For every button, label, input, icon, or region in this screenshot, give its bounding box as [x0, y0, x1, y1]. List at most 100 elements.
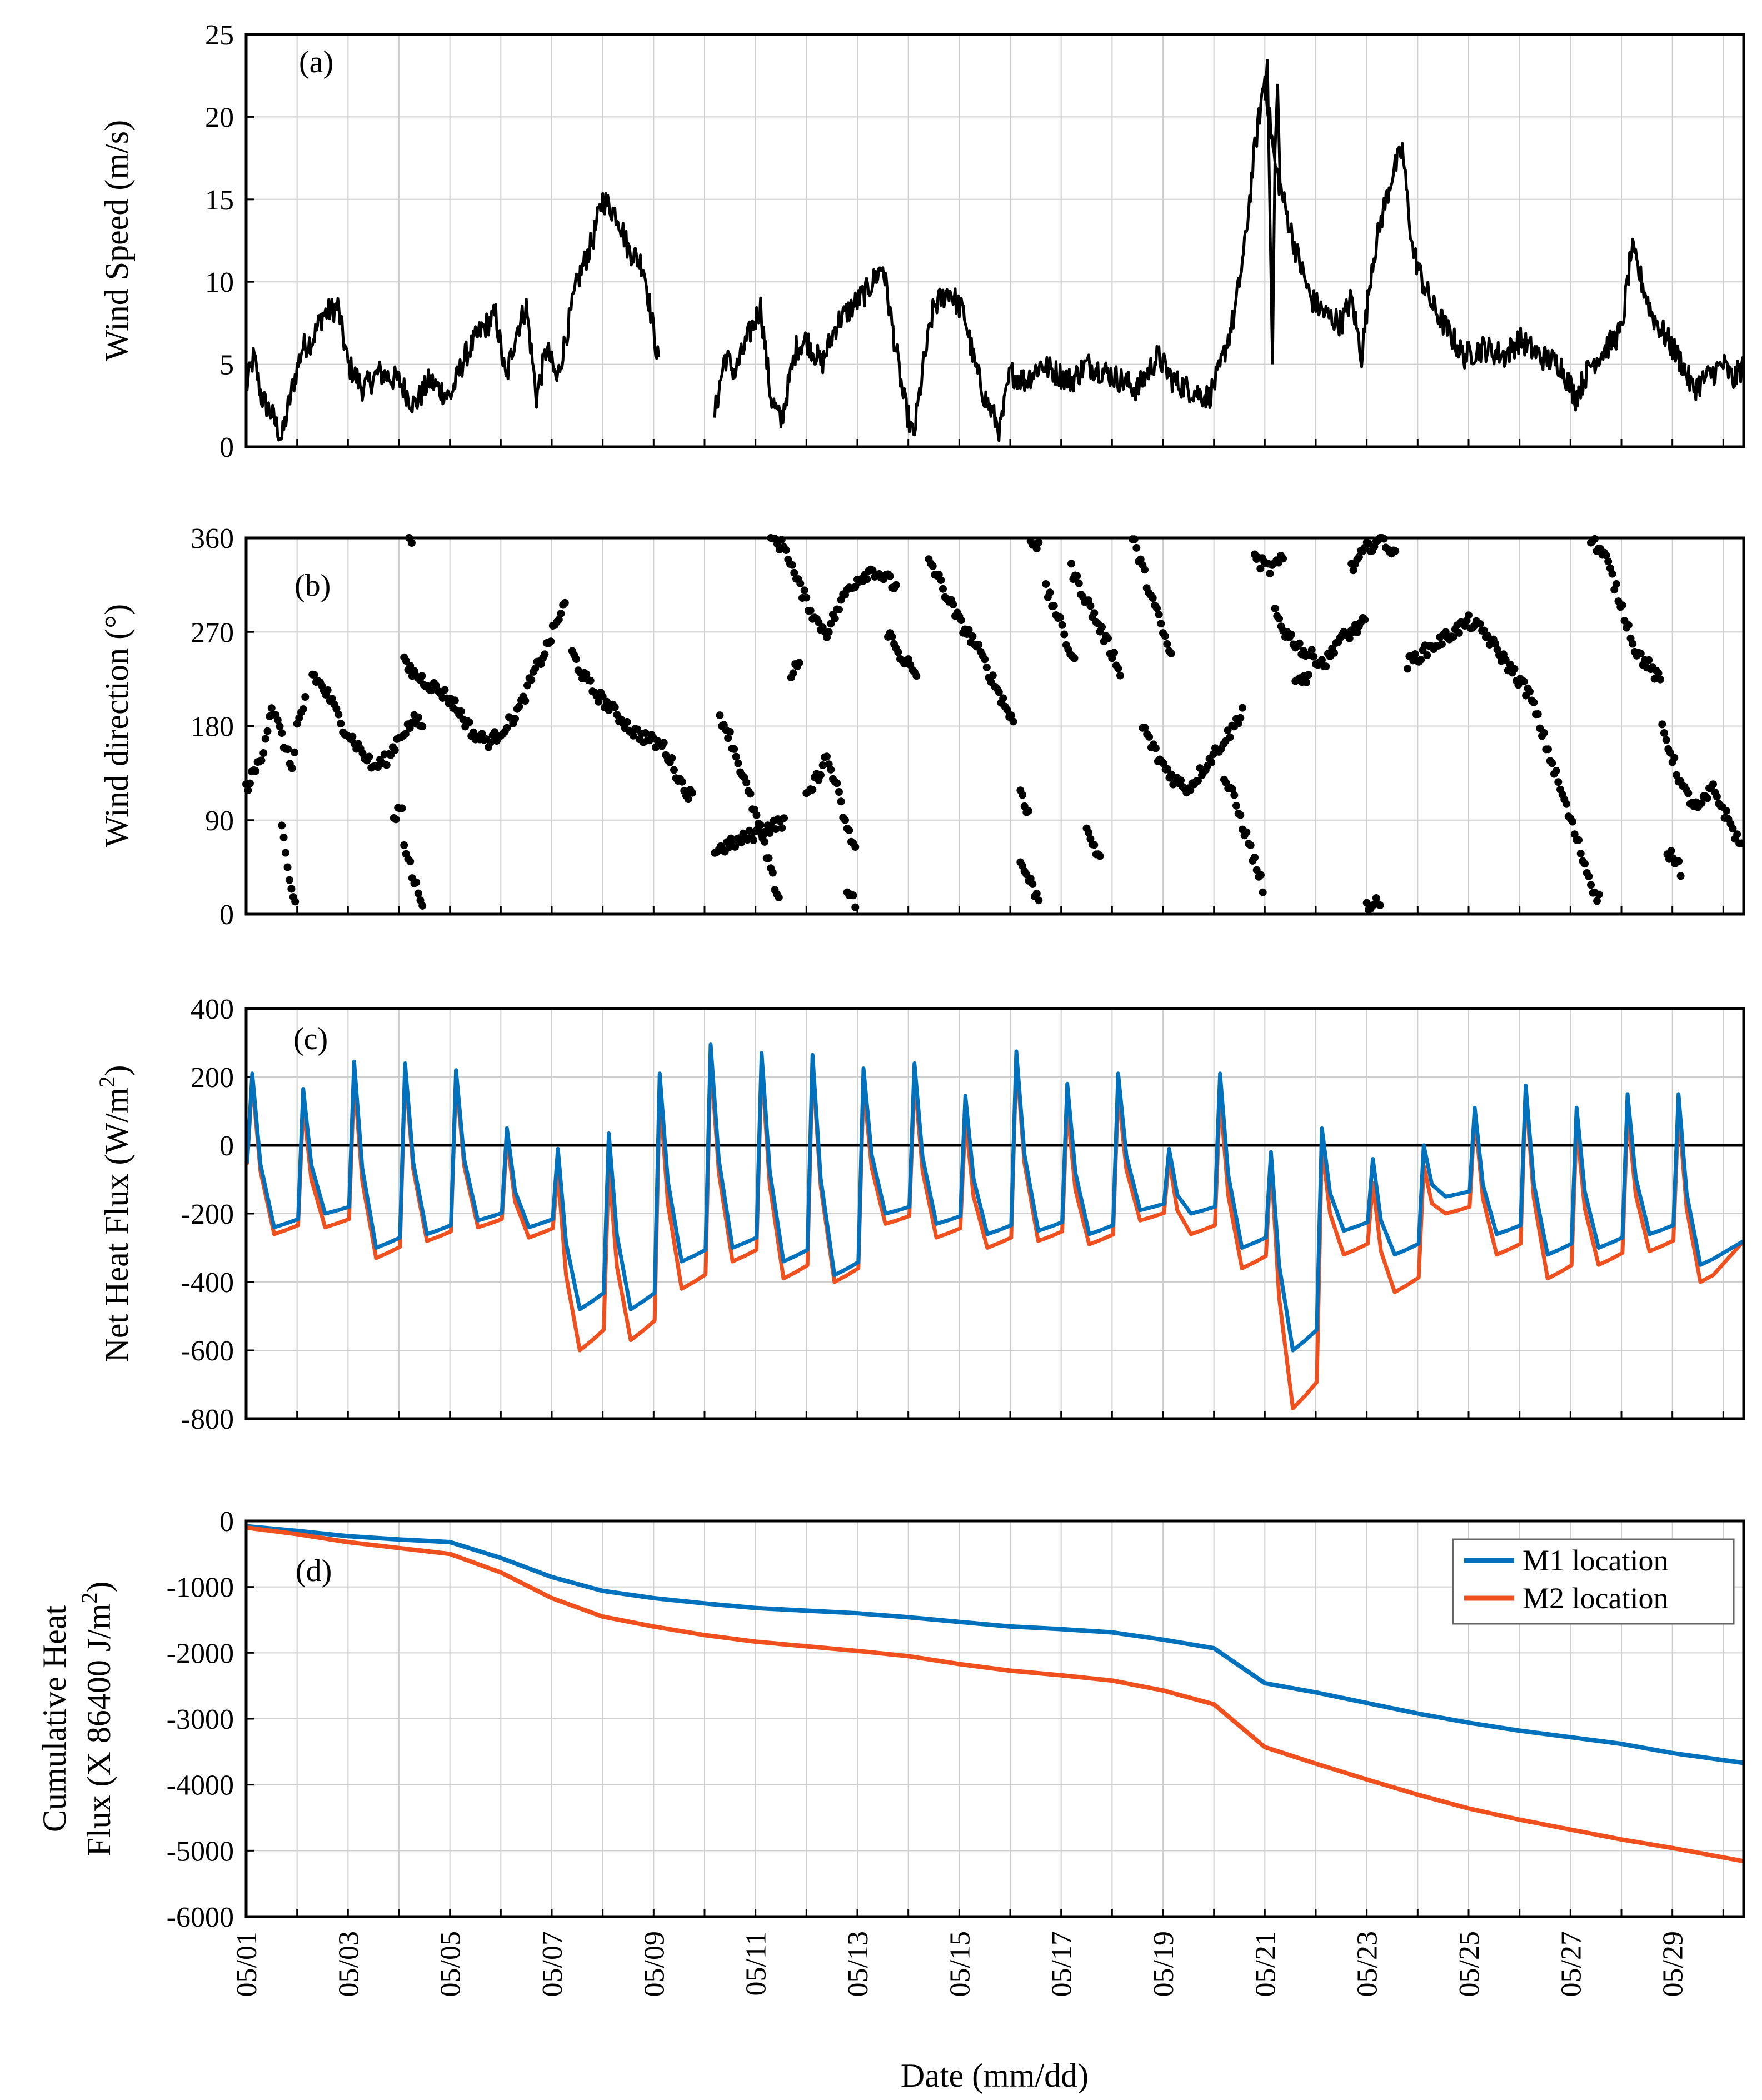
wind-direction-point [1086, 602, 1095, 610]
wind-direction-point [1548, 759, 1556, 767]
x-tick-label: 05/03 [333, 1931, 365, 1997]
y-tick-label: -600 [181, 1335, 234, 1367]
wind-direction-point [465, 718, 473, 726]
wind-direction-point [1476, 620, 1484, 628]
x-tick-label: 05/19 [1148, 1931, 1180, 1997]
wind-direction-point [1058, 621, 1066, 629]
wind-direction-point [1361, 616, 1369, 624]
series-c [245, 1042, 1745, 1411]
wind-direction-point [1060, 630, 1069, 639]
wind-direction-point [1019, 791, 1026, 799]
y-tick-label: 20 [205, 102, 234, 133]
plot-area-a [246, 34, 1744, 447]
wind-direction-point [833, 779, 841, 787]
wind-direction-point [1581, 860, 1589, 868]
y-tick-label: -400 [181, 1267, 234, 1299]
wind-direction-point [1160, 759, 1168, 767]
wind-direction-point [1207, 758, 1216, 766]
wind-direction-point [965, 626, 973, 634]
y-tick-label: -6000 [167, 1902, 234, 1933]
wind-direction-point [1703, 794, 1711, 802]
wind-direction-point [796, 580, 805, 588]
wind-direction-point [323, 686, 332, 694]
wind-direction-point [282, 849, 289, 857]
wind-direction-point [668, 754, 676, 762]
y-tick-label: 180 [191, 711, 234, 743]
wind-direction-point [835, 788, 843, 796]
wind-direction-point [1067, 560, 1075, 568]
y-tick-label: -3000 [167, 1704, 234, 1735]
wind-direction-point [1660, 729, 1668, 737]
wind-direction-point [400, 841, 408, 849]
wind-direction-point [557, 610, 565, 618]
wind-direction-point [1576, 850, 1585, 858]
wind-direction-point [555, 616, 563, 624]
x-tick-label: 05/09 [638, 1931, 670, 1997]
wind-direction-point [1729, 825, 1737, 833]
wind-direction-point [1618, 601, 1626, 610]
x-tick-label: 05/11 [741, 1931, 772, 1996]
y-tick-label: 400 [191, 994, 234, 1025]
wind-direction-point [1035, 538, 1043, 546]
wind-direction-point [939, 585, 947, 593]
wind-direction-point [888, 632, 896, 641]
y-tick-label: 15 [205, 184, 234, 216]
wind-direction-point [1322, 662, 1330, 671]
wind-direction-point [1104, 634, 1112, 642]
wind-direction-point [761, 837, 769, 846]
wind-direction-point [1355, 553, 1363, 561]
wind-direction-point [1676, 872, 1685, 880]
y-axis-label-c: Net Heat Flux (W/m2) [94, 1065, 135, 1363]
wind-direction-point [1239, 704, 1246, 712]
wind-direction-point [1029, 880, 1037, 888]
wind-direction-point [1510, 665, 1519, 673]
wind-direction-point [904, 655, 912, 664]
wind-direction-point [1228, 785, 1236, 793]
wind-direction-point [766, 829, 774, 837]
wind-direction-point [1242, 828, 1251, 836]
y-tick-label: 200 [191, 1062, 234, 1094]
y-tick-label: 360 [191, 523, 234, 555]
wind-direction-point [401, 730, 410, 738]
wind-direction-point [414, 889, 422, 897]
wind-direction-point [1650, 675, 1659, 683]
frame-d [244, 1519, 1745, 1918]
wind-direction-point [503, 724, 511, 732]
wind-direction-point [276, 722, 284, 730]
y-axis-label-d-tail: ) [81, 1581, 117, 1592]
wind-direction-point [726, 727, 734, 736]
wind-direction-point [1552, 767, 1560, 775]
wind-direction-point [365, 752, 373, 761]
wind-direction-point [1526, 687, 1534, 696]
wind-direction-point [660, 739, 668, 747]
wind-direction-point [1167, 649, 1175, 657]
wind-direction-point [291, 748, 299, 756]
wind-direction-point [949, 600, 957, 608]
wind-direction-point [841, 816, 849, 824]
wind-direction-point [863, 575, 871, 583]
wind-direction-point [837, 797, 845, 806]
y-axis-label-d-sup: 2 [77, 1592, 102, 1603]
wind-direction-point [1675, 857, 1683, 865]
wind-direction-point [491, 728, 499, 736]
wind-direction-point [892, 581, 900, 589]
wind-direction-point [730, 745, 738, 753]
y-axis-label-d-main: Flux (X 86400 J/m [81, 1603, 117, 1856]
wind-direction-point [778, 824, 786, 832]
y-axis-label-d-line2: Flux (X 86400 J/m2) [77, 1581, 117, 1856]
wind-direction-point [823, 752, 831, 761]
wind-direction-point [732, 752, 740, 761]
wind-direction-point [641, 729, 650, 737]
wind-direction-point [263, 727, 272, 735]
wind-direction-point [678, 777, 686, 786]
ticks-d: -6000 -5000 -4000 -3000 -2000 -1000 0 [167, 1506, 1724, 1933]
wind-direction-point [572, 655, 580, 664]
wind-direction-point [1161, 632, 1169, 640]
y-axis-label-c-tail: ) [98, 1065, 135, 1076]
wind-direction-point [1345, 634, 1354, 642]
wind-direction-point [1612, 580, 1620, 588]
x-axis-label: Date (mm/dd) [901, 2057, 1089, 2094]
wind-direction-point [259, 749, 268, 757]
wind-direction-point [1056, 613, 1064, 621]
wind-direction-point [782, 546, 790, 554]
